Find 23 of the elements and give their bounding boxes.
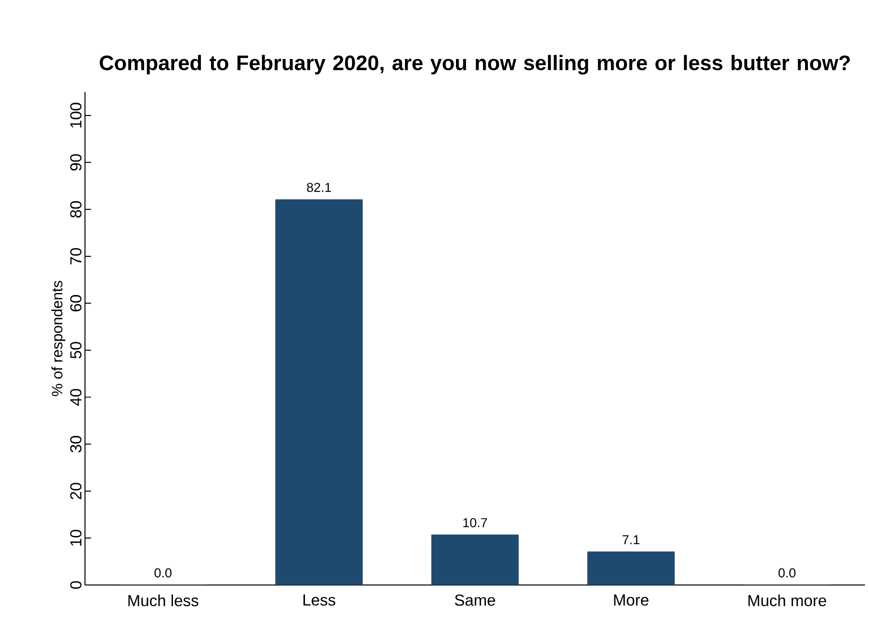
data-label: 82.1 xyxy=(306,182,331,192)
y-tick-label: 80 xyxy=(70,201,82,218)
y-tick-label: 70 xyxy=(70,248,82,264)
y-tick-label: 40 xyxy=(70,388,82,406)
x-tick-label: Much more xyxy=(748,594,826,606)
y-tick-label: 20 xyxy=(70,482,82,500)
y-tick-label: 90 xyxy=(70,154,82,171)
x-tick-label: Same xyxy=(454,594,496,606)
y-tick-label: 30 xyxy=(70,436,82,452)
y-tick-label: 0 xyxy=(70,581,82,589)
y-tick-label: 50 xyxy=(70,342,82,358)
x-tick-label: More xyxy=(614,594,648,606)
y-tick-label: 10 xyxy=(70,530,82,546)
y-tick-label: 60 xyxy=(70,295,82,312)
x-tick-label: Less xyxy=(303,594,336,606)
data-label: 0.0 xyxy=(154,568,172,578)
data-label: 7.1 xyxy=(622,535,640,544)
y-tick-label: 100 xyxy=(70,102,82,128)
data-label: 0.0 xyxy=(778,568,796,578)
chart-title: Compared to February 2020, are you now selling more or less butter now? xyxy=(100,54,850,74)
x-tick-label: Much less xyxy=(128,594,198,606)
data-label: 10.7 xyxy=(463,518,487,528)
y-axis-title: % of respondents xyxy=(51,280,66,396)
